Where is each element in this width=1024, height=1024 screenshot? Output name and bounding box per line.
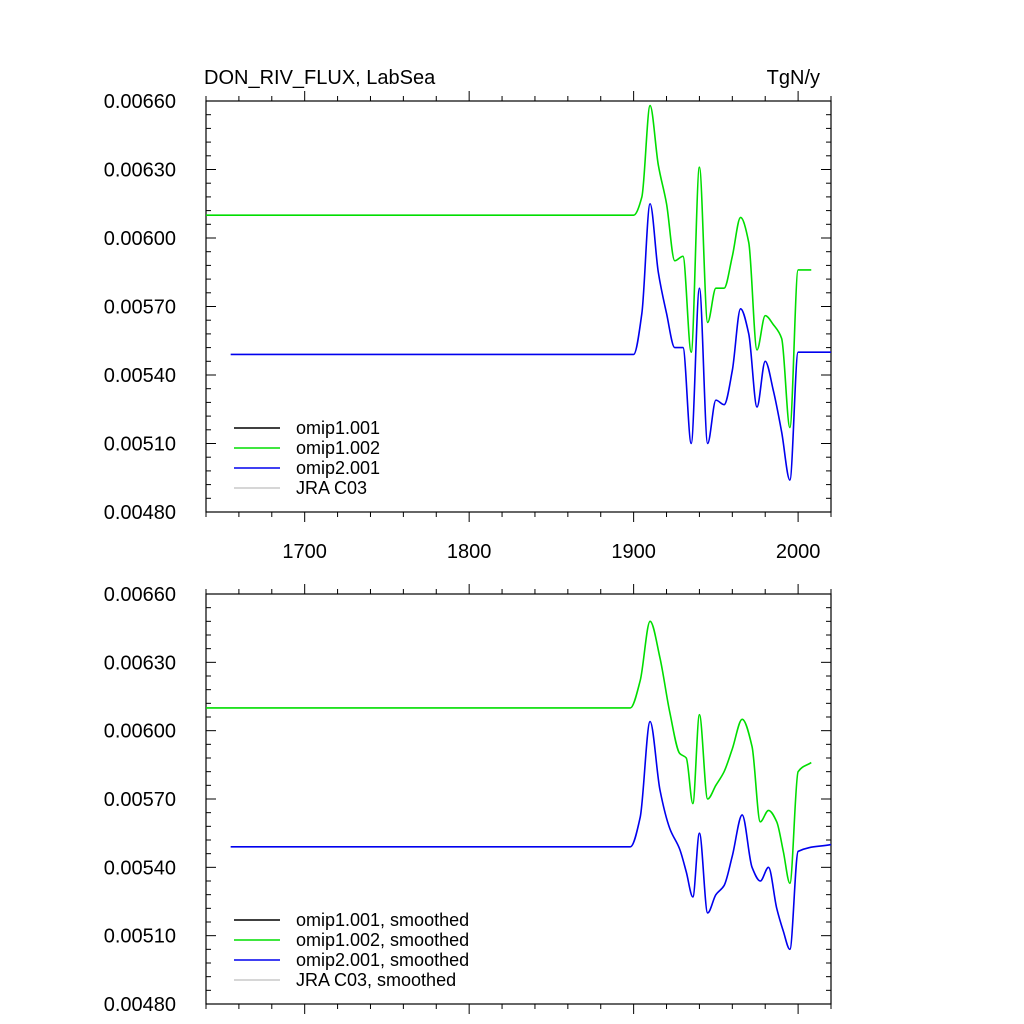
y-tick-label: 0.00510 (104, 434, 176, 456)
y-tick-label: 0.00600 (104, 228, 176, 250)
x-tick-label: 1800 (447, 541, 492, 563)
series-line-omip1-002 (206, 104, 812, 429)
y-tick-label: 0.00480 (104, 502, 176, 524)
units-label: TgN/y (767, 67, 820, 89)
y-tick-label: 0.00540 (104, 857, 176, 879)
series-line-omip1-002-smoothed (206, 620, 812, 885)
y-tick-label: 0.00630 (104, 652, 176, 674)
legend-label: omip2.001 (296, 458, 380, 478)
legend-label: omip2.001, smoothed (296, 950, 469, 970)
legend-label: JRA C03 (296, 478, 367, 498)
y-tick-label: 0.00660 (104, 584, 176, 606)
legend-label: omip1.001 (296, 418, 380, 438)
x-tick-label: 1900 (611, 541, 656, 563)
y-tick-label: 0.00600 (104, 721, 176, 743)
y-tick-label: 0.00660 (104, 91, 176, 113)
y-tick-label: 0.00630 (104, 160, 176, 182)
legend-label: omip1.001, smoothed (296, 910, 469, 930)
series-line-omip2-001 (230, 202, 831, 481)
x-tick-label: 1700 (282, 541, 327, 563)
series-line-omip2-001-smoothed (230, 720, 832, 951)
legend-label: omip1.002 (296, 438, 380, 458)
top-panel: 0.00480 0.00510 0.00540 0.00570 0.00600 0.006… (104, 91, 832, 563)
bottom-panel: 0.00480 0.00510 0.00540 0.00570 0.00600 0.006… (104, 584, 832, 1016)
x-tick-label: 2000 (776, 541, 821, 563)
y-tick-label: 0.00510 (104, 926, 176, 948)
legend-label: omip1.002, smoothed (296, 930, 469, 950)
y-tick-label: 0.00480 (104, 994, 176, 1016)
y-tick-label: 0.00570 (104, 297, 176, 319)
chart-title: DON_RIV_FLUX, LabSea (204, 67, 436, 89)
y-tick-label: 0.00570 (104, 789, 176, 811)
legend-label: JRA C03, smoothed (296, 970, 456, 990)
y-tick-label: 0.00540 (104, 365, 176, 387)
